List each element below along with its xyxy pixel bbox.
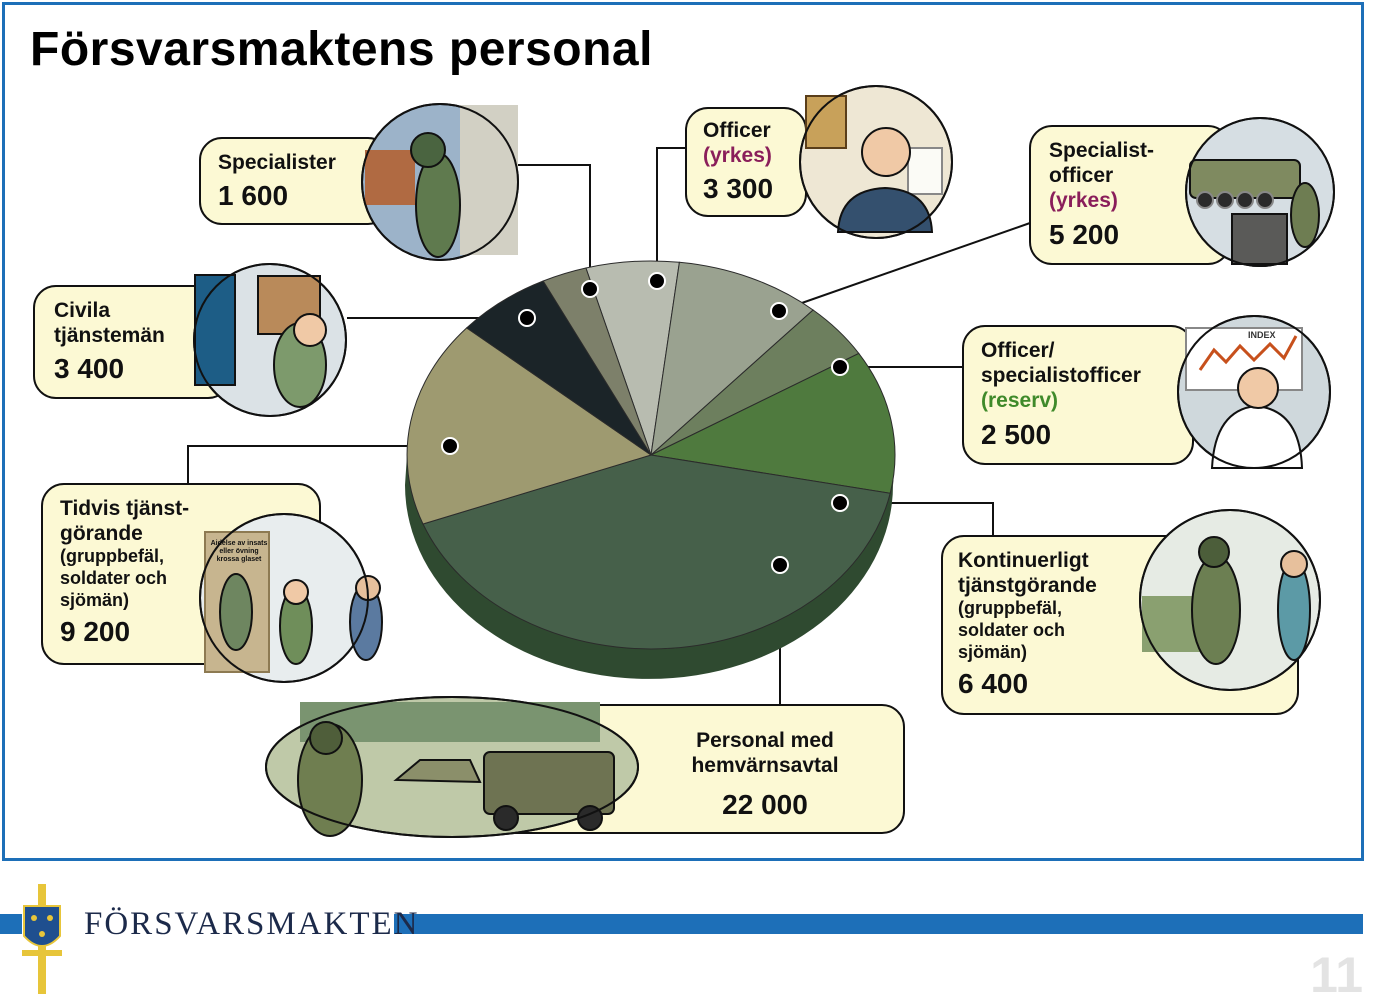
label-officer-qualifier: (yrkes) — [703, 144, 772, 168]
label-hemvarn-line2: hemvärnsavtal — [691, 754, 839, 778]
illustration-specofficer — [1185, 117, 1335, 267]
label-specofficer: Specialist- officer (yrkes) 5 200 — [1049, 138, 1154, 251]
pie-slice-3 — [649, 352, 896, 494]
illustration-officer — [799, 85, 953, 239]
label-kontinuerligt-sub2: soldater och — [958, 619, 1066, 640]
leader-officer — [656, 147, 686, 281]
dot-specialister — [581, 280, 599, 298]
label-reserv-line2: specialistofficer — [981, 364, 1141, 388]
label-hemvarn-value: 22 000 — [722, 789, 808, 821]
leader-dots — [441, 272, 849, 574]
poster-line1: Aidelse av insats — [210, 540, 268, 547]
label-tidvis-sub3: sjömän) — [60, 589, 130, 610]
leader-specofficer — [778, 222, 1031, 312]
label-specofficer-value: 5 200 — [1049, 218, 1120, 250]
label-reserv-line1: Officer/ — [981, 339, 1055, 362]
illustration-civila — [193, 263, 347, 417]
label-kontinuerligt-value: 6 400 — [958, 668, 1029, 700]
label-tidvis-line1: Tidvis tjänst- — [60, 497, 190, 520]
dot-kontinuerligt — [831, 494, 849, 512]
dot-officer — [648, 272, 666, 290]
label-tidvis-value: 9 200 — [60, 616, 131, 648]
label-specofficer-line2: officer — [1049, 164, 1114, 188]
label-tidvis: Tidvis tjänst- görande (gruppbefäl, sold… — [60, 496, 189, 649]
label-specofficer-qualifier: (yrkes) — [1049, 189, 1118, 213]
label-specialister-value: 1 600 — [218, 180, 289, 212]
illustration-specialister — [361, 103, 519, 261]
label-hemvarn: Personal med hemvärnsavtal 22 000 — [660, 728, 870, 822]
label-specofficer-line1: Specialist- — [1049, 139, 1155, 162]
poster-line3: krossa glaset — [216, 556, 262, 564]
label-tidvis-line2: görande — [60, 522, 143, 546]
pie-slice-5 — [406, 327, 653, 525]
dot-tidvis — [441, 437, 459, 455]
coat-of-arms-icon — [22, 884, 62, 994]
label-specialister-name: Specialister — [218, 151, 336, 174]
label-reserv: Officer/ specialistofficer (reserv) 2 50… — [981, 338, 1141, 451]
label-officer: Officer (yrkes) 3 300 — [703, 118, 773, 206]
label-tidvis-sub1: (gruppbefäl, — [60, 546, 164, 567]
label-kontinuerligt-line1: Kontinuerligt — [958, 549, 1089, 572]
poster-line2: eller övning — [219, 548, 259, 556]
label-kontinuerligt-sub3: sjömän) — [958, 641, 1028, 662]
footer-brand: FÖRSVARSMAKTEN — [84, 906, 420, 942]
label-kontinuerligt: Kontinuerligt tjänstgörande (gruppbefäl,… — [958, 548, 1097, 701]
dot-reserv — [831, 358, 849, 376]
label-kontinuerligt-sub1: (gruppbefäl, — [958, 598, 1062, 619]
index-text: INDEX — [1248, 330, 1276, 340]
label-hemvarn-line1: Personal med — [696, 729, 834, 752]
pie-side-band — [405, 455, 895, 679]
illustration-tidvis — [199, 513, 383, 683]
label-officer-value: 3 300 — [703, 173, 774, 205]
leader-tidvis — [187, 445, 450, 485]
label-civila-value: 3 400 — [54, 353, 125, 385]
dot-civila — [518, 309, 536, 327]
label-kontinuerligt-line2: tjänstgörande — [958, 574, 1097, 598]
illustration-reserv — [1177, 315, 1331, 469]
dot-specofficer — [770, 302, 788, 320]
illustration-hemvarn — [265, 696, 639, 838]
label-tidvis-sub2: soldater och — [60, 567, 168, 588]
pie-slice-7 — [542, 267, 652, 456]
dot-hemvarn — [771, 556, 789, 574]
label-civila-line2: tjänstemän — [54, 324, 165, 348]
label-reserv-value: 2 500 — [981, 418, 1052, 450]
label-specialister: Specialister 1 600 — [218, 150, 336, 213]
label-officer-name: Officer — [703, 119, 771, 142]
page-title: Försvarsmaktens personal — [30, 23, 653, 76]
illustration-kontinuerligt — [1139, 509, 1321, 691]
page-number: 11 — [1310, 947, 1363, 1003]
illustrations — [193, 85, 1335, 838]
poster-text: Aidelse av insats eller övning krossa gl… — [210, 540, 268, 564]
pie-slice-4 — [422, 454, 891, 650]
label-civila: Civila tjänstemän 3 400 — [54, 298, 165, 386]
label-civila-line1: Civila — [54, 299, 111, 322]
footer-bar — [0, 914, 1363, 934]
label-reserv-qualifier: (reserv) — [981, 389, 1059, 413]
